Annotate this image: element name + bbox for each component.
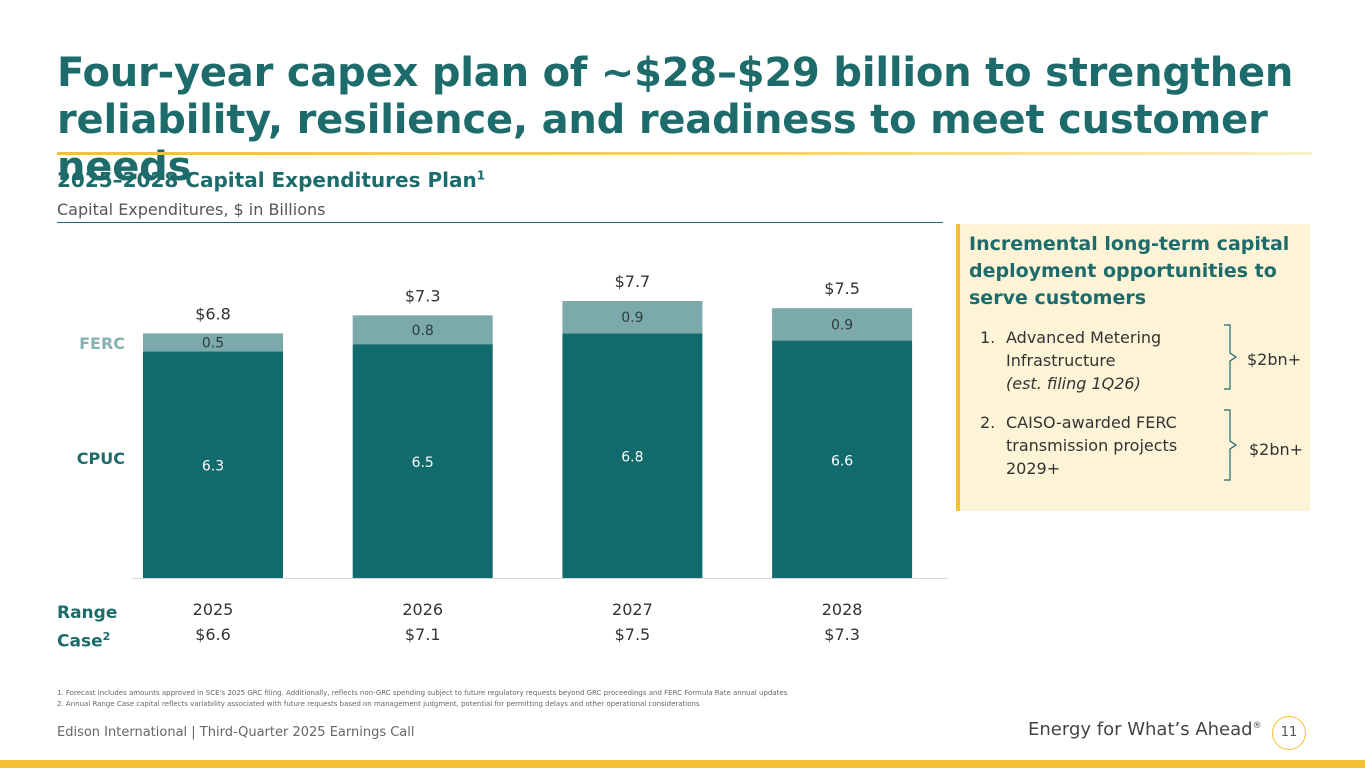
x-tick-label: 2027 <box>612 600 653 619</box>
opportunity-number: 2. <box>980 413 996 432</box>
right-brace-icon <box>1224 324 1238 390</box>
page-number: 11 <box>1272 716 1306 750</box>
capex-stacked-bar-chart: 6.3 0.5 $6.8 2025 $6.6 6.5 0.8 $7.3 2026 $7.1 6.8 0… <box>132 272 948 644</box>
chart-heading-text: 2025–2028 Capital Expenditures Plan <box>57 168 477 192</box>
opportunity-amount: $2bn+ <box>1247 350 1302 369</box>
footnote-2: 2. Annual Range Case capital reflects va… <box>57 700 700 708</box>
title-divider <box>57 152 1312 155</box>
bar-value-label: 0.5 <box>202 335 224 351</box>
footnotes: 1. Forecast includes amounts approved in… <box>57 688 1057 710</box>
bar-value-label: 6.6 <box>831 453 853 469</box>
bar-cpuc <box>143 351 283 578</box>
opportunity-text: CAISO-awarded FERC transmission projects… <box>1006 413 1178 478</box>
bar-total-label: $7.3 <box>405 286 441 305</box>
bar-value-label: 6.3 <box>202 459 224 475</box>
bar-cpuc <box>562 333 703 578</box>
x-tick-label: 2028 <box>822 600 863 619</box>
callout-title: Incremental long-term capital deployment… <box>969 233 1290 309</box>
chart-subheading: Capital Expenditures, $ in Billions <box>57 200 326 219</box>
opportunities-callout: Incremental long-term capital deployment… <box>956 224 1310 511</box>
footnote-1: 1. Forecast includes amounts approved in… <box>57 689 788 697</box>
bar-ferc <box>352 315 493 345</box>
x-tick-label: 2025 <box>193 600 234 619</box>
range-case-label: Range Case2 <box>57 601 117 654</box>
range-case-value: $7.1 <box>405 625 441 644</box>
footer-source: Edison International | Third-Quarter 202… <box>57 725 415 740</box>
opportunity-number: 1. <box>980 328 996 347</box>
bar-cpuc <box>352 344 493 578</box>
bar-value-label: 0.8 <box>412 323 434 339</box>
brand-tagline: Energy for What’s Ahead® <box>1028 719 1262 740</box>
bar-ferc <box>562 301 703 334</box>
range-case-label-line2: Case2 <box>57 630 111 652</box>
range-case-footnote-mark: 2 <box>102 630 111 643</box>
bar-value-label: 6.5 <box>412 455 434 471</box>
bar-ferc <box>772 308 913 341</box>
opportunity-amount: $2bn+ <box>1249 440 1304 459</box>
cpuc-row-label: CPUC <box>76 449 125 468</box>
bar-value-label: 6.8 <box>621 450 643 466</box>
bar-ferc <box>143 333 283 352</box>
opportunity-text: Advanced Metering Infrastructure (est. f… <box>1006 326 1206 395</box>
right-brace-icon <box>1224 409 1238 481</box>
bar-total-label: $7.7 <box>615 272 651 291</box>
range-case-label-line1: Range <box>57 603 118 623</box>
bar-value-label: 0.9 <box>621 310 643 326</box>
range-case-value: $7.3 <box>824 625 860 644</box>
ferc-row-label: FERC <box>79 334 125 353</box>
bar-cpuc <box>772 340 913 578</box>
registered-mark: ® <box>1252 721 1262 731</box>
slide-title: Four-year capex plan of ~$28–$29 billion… <box>57 50 1294 190</box>
bar-total-label: $7.5 <box>824 279 860 298</box>
range-case-value: $6.6 <box>195 625 231 644</box>
bar-value-label: 0.9 <box>831 317 853 333</box>
opportunity-note: (est. filing 1Q26) <box>1006 374 1141 393</box>
chart-heading: 2025–2028 Capital Expenditures Plan1 <box>57 168 485 192</box>
chart-heading-divider <box>57 222 943 223</box>
bar-total-label: $6.8 <box>195 304 231 323</box>
chart-heading-footnote-mark: 1 <box>476 168 486 183</box>
range-case-value: $7.5 <box>615 625 651 644</box>
x-tick-label: 2026 <box>402 600 443 619</box>
bottom-accent-bar <box>0 760 1365 768</box>
